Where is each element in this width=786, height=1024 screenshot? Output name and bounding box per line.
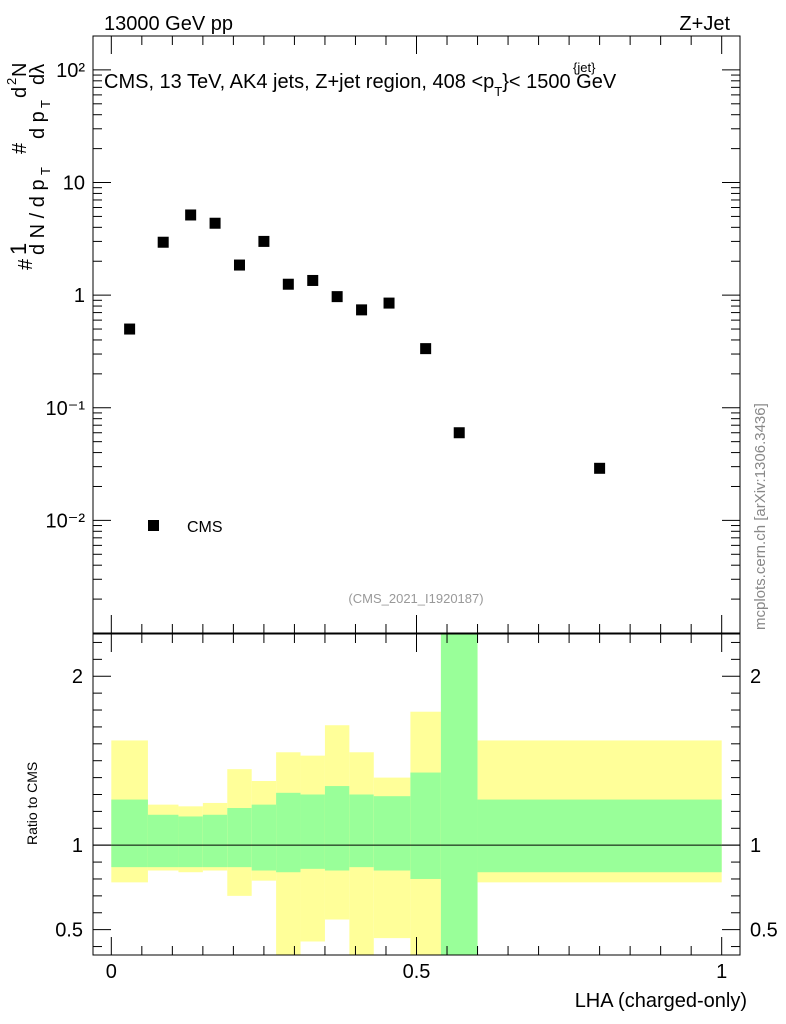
y-axis-label-text-num2: d xyxy=(9,87,31,98)
chart-title-sup: {jet} xyxy=(573,60,596,75)
y-axis-label-text-dpT: d p xyxy=(27,111,49,139)
ratio-plot-panel: 0.5 0.51 12 2 0 0.5 1 xyxy=(55,633,778,983)
inner-band xyxy=(440,634,478,955)
inner-band xyxy=(300,794,325,869)
y-axis-label-text-num: # xyxy=(9,142,31,154)
y-tick-label: 10⁻¹ xyxy=(46,398,86,420)
data-point xyxy=(233,259,245,271)
main-plot-frame xyxy=(92,35,741,634)
y-axis-label-text-den-sub: T xyxy=(38,167,53,175)
header-right-label: Z+Jet xyxy=(679,13,730,35)
y-axis-label-text-num2n: N xyxy=(9,63,31,77)
inner-band xyxy=(178,816,203,868)
ratio-y-tick-label-right: 2 xyxy=(750,666,761,688)
x-tick-label: 0.5 xyxy=(403,961,431,983)
data-point xyxy=(124,323,136,335)
ratio-y-tick-label-right: 1 xyxy=(750,835,761,857)
main-plot-marks xyxy=(124,209,606,474)
y-axis-label-text-dl: dλ xyxy=(27,64,49,85)
inner-band xyxy=(147,814,179,868)
y-axis-label-text-dpT-sub: T xyxy=(38,100,53,108)
y-axis-label-text-num2sup: 2 xyxy=(4,78,19,85)
main-y-axis-label: # 1 d N / d p T # d p T d 2 N dλ xyxy=(4,63,53,270)
data-point xyxy=(383,297,395,309)
inner-band xyxy=(276,792,301,873)
y-tick-label: 1 xyxy=(74,285,85,307)
main-plot-panel: 10⁻² 10⁻¹ 1 10 10² xyxy=(46,35,741,634)
data-point xyxy=(453,427,465,439)
header-left-label: 13000 GeV pp xyxy=(104,13,233,35)
watermark-label: mcplots.cern.ch [arXiv:1306.3436] xyxy=(752,403,769,630)
data-point xyxy=(356,304,368,316)
chart-title-tail: }< 1500 GeV xyxy=(502,71,617,93)
data-point xyxy=(282,278,294,290)
ratio-y-tick-label: 2 xyxy=(72,666,83,688)
chart-title-main: CMS, 13 TeV, AK4 jets, Z+jet region, 408… xyxy=(104,71,494,93)
data-point xyxy=(594,462,606,474)
legend-label: CMS xyxy=(187,519,223,536)
data-point xyxy=(185,209,197,221)
y-axis-label-text-den: d N / d p xyxy=(27,179,49,255)
inner-band xyxy=(410,772,441,879)
y-tick-label: 10 xyxy=(63,173,85,195)
y-tick-label: 10² xyxy=(56,60,85,82)
legend-marker xyxy=(148,520,159,531)
ratio-bands xyxy=(111,634,722,955)
y-tick-label: 10⁻² xyxy=(46,510,86,532)
chart-title-sub: T xyxy=(494,84,502,99)
data-point xyxy=(420,343,432,355)
ratio-y-axis-label: Ratio to CMS xyxy=(24,762,40,845)
inner-band xyxy=(111,799,148,868)
inner-band xyxy=(477,799,722,873)
x-tick-label: 1 xyxy=(716,961,727,983)
ratio-y-axis: 0.5 0.5 1 1 2 2 xyxy=(55,641,778,948)
data-point xyxy=(209,217,221,229)
inner-band xyxy=(227,808,252,868)
main-y-axis: 10⁻² 10⁻¹ 1 10 10² xyxy=(46,35,740,634)
ratio-x-axis: 0 0.5 1 xyxy=(106,634,727,983)
data-point xyxy=(331,291,343,303)
x-tick-label: 0 xyxy=(106,961,117,983)
inner-band xyxy=(324,786,350,871)
ratio-y-tick-label: 1 xyxy=(72,835,83,857)
y-axis-label-text-frac: 1 xyxy=(6,243,31,255)
data-point xyxy=(157,236,169,248)
y-axis-label-text: # xyxy=(15,258,37,270)
data-point xyxy=(258,235,270,247)
inner-band xyxy=(373,796,411,871)
inner-band xyxy=(349,794,374,868)
data-point xyxy=(307,274,319,286)
x-axis-label: LHA (charged-only) xyxy=(575,990,747,1012)
ratio-y-tick-label: 0.5 xyxy=(55,920,83,942)
chart-title: CMS, 13 TeV, AK4 jets, Z+jet region, 408… xyxy=(104,71,617,99)
inner-band xyxy=(251,804,277,871)
inner-band xyxy=(202,814,228,868)
ratio-y-tick-label-right: 0.5 xyxy=(750,920,778,942)
legend: CMS xyxy=(148,519,223,536)
reference-label: (CMS_2021_I1920187) xyxy=(348,591,483,606)
